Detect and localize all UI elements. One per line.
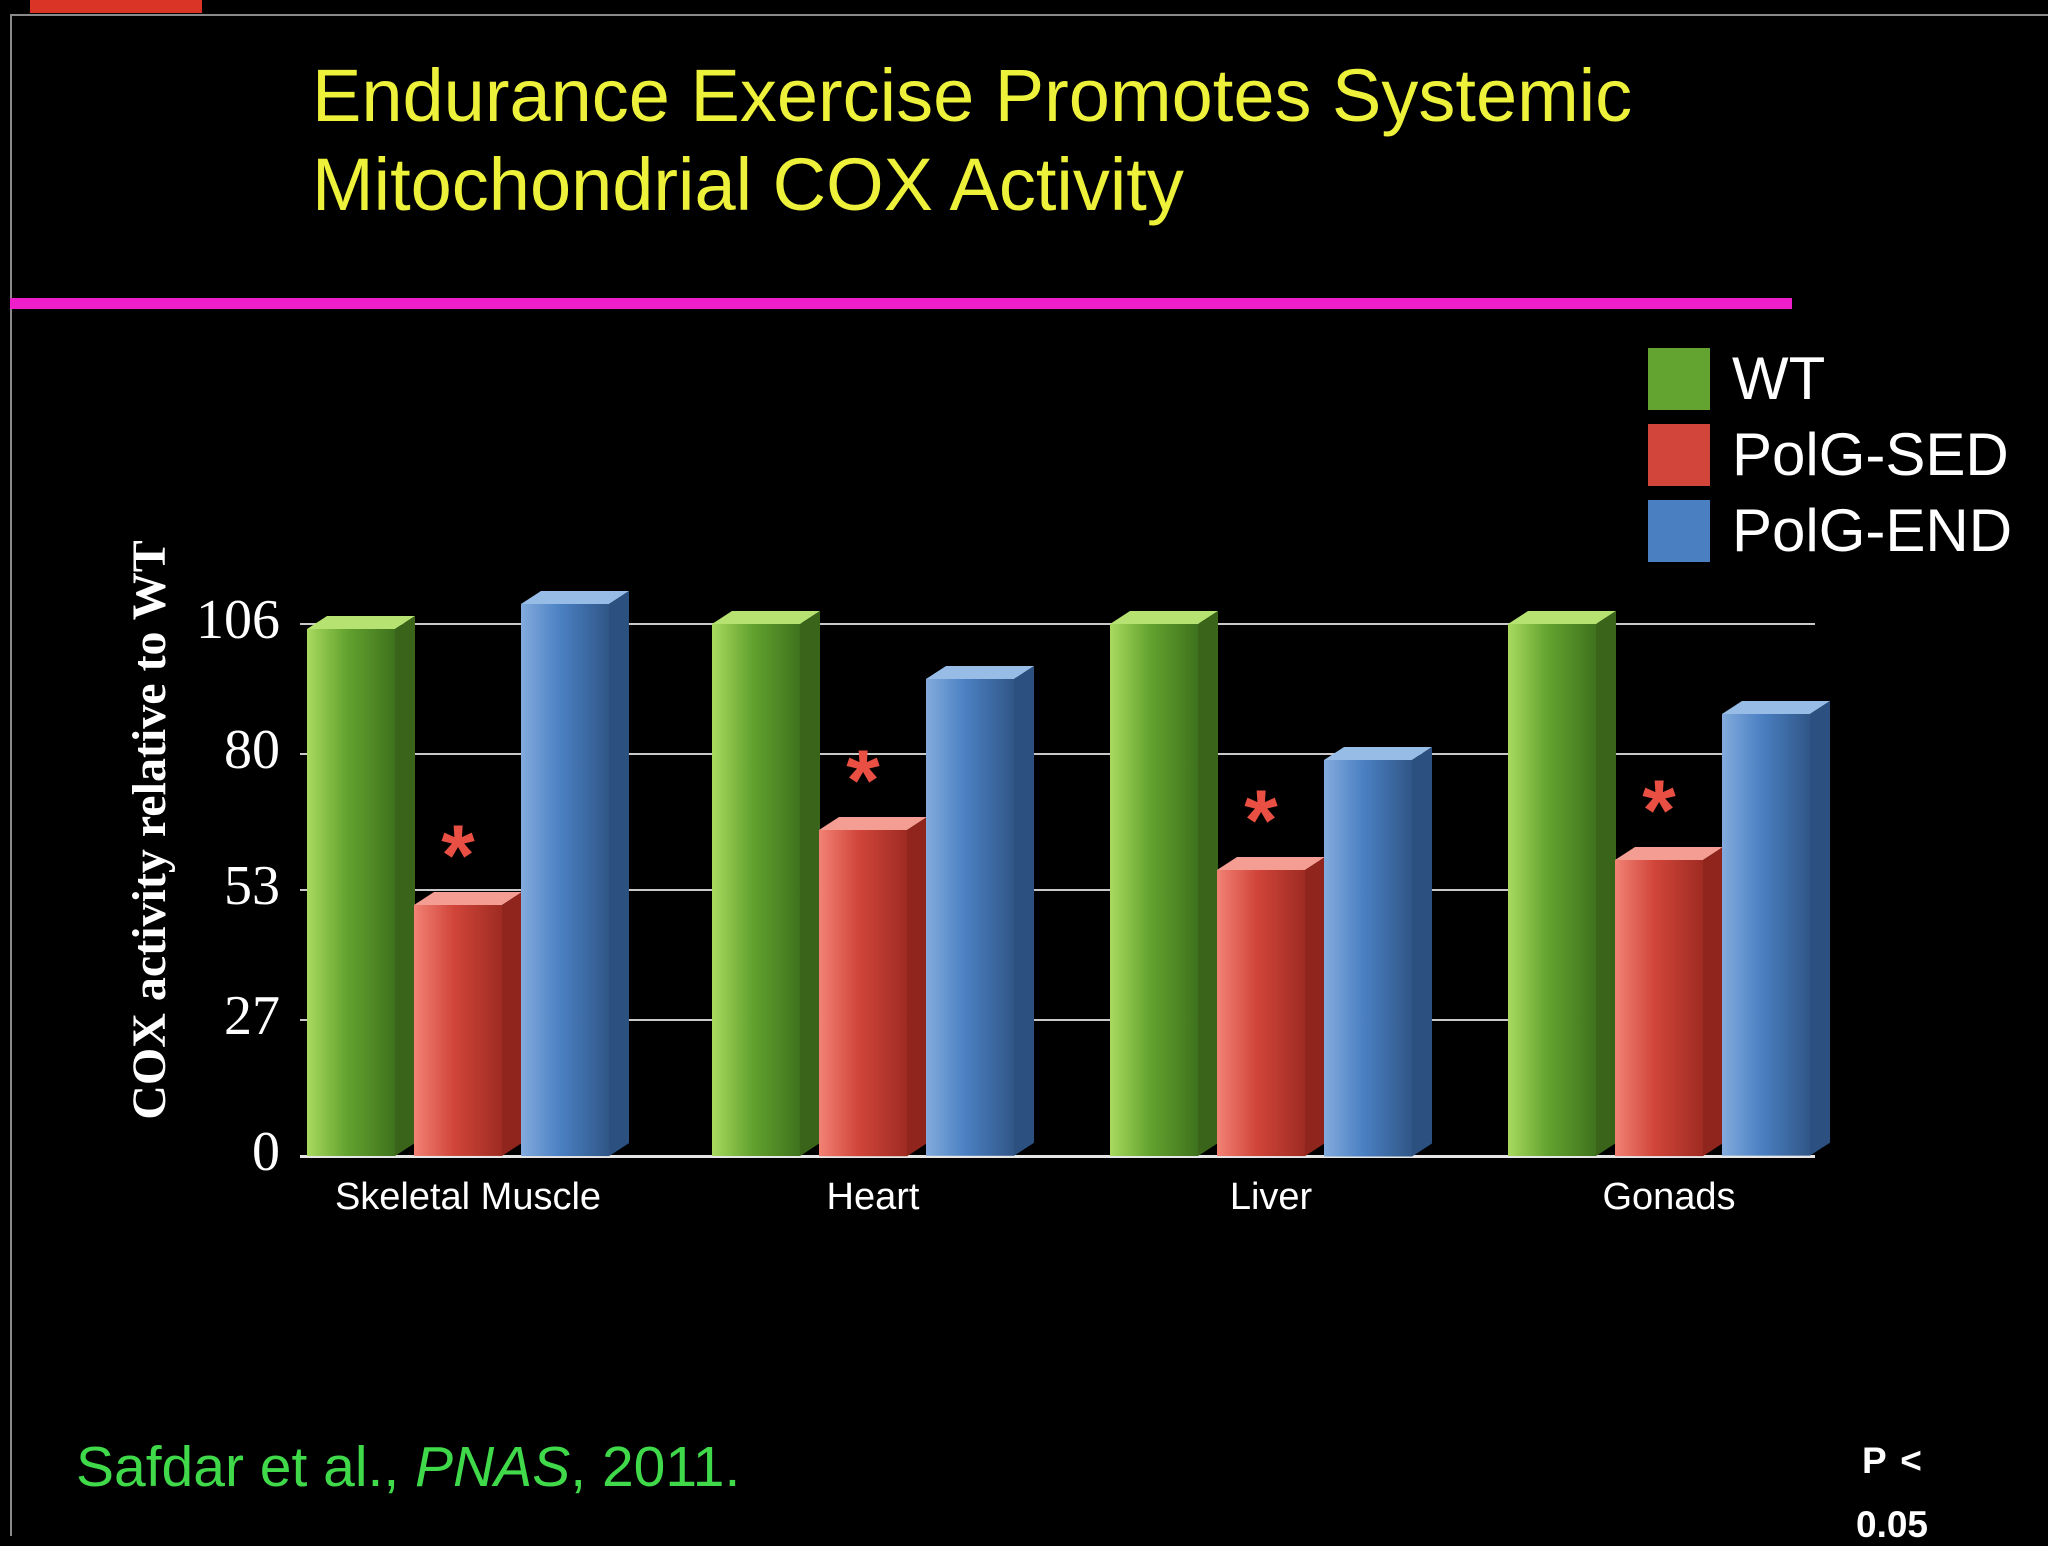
bar-polg-sed-skeletal-muscle	[414, 892, 522, 1156]
category-label: Skeletal Muscle	[334, 1176, 602, 1218]
legend-item-wt: WT	[1648, 348, 2012, 410]
gridline-53	[300, 889, 1815, 891]
slide-frame-left-border	[10, 14, 12, 1536]
bar-wt-skeletal-muscle	[307, 616, 415, 1156]
bar-polg-sed-gonads	[1615, 846, 1723, 1156]
citation-journal: PNAS	[415, 1435, 571, 1499]
legend-swatch	[1648, 348, 1710, 410]
category-label: Gonads	[1602, 1176, 1736, 1218]
legend-label: PolG-END	[1732, 497, 2013, 564]
gridline-0	[300, 1155, 1815, 1158]
legend-label: WT	[1732, 345, 1826, 412]
legend-label: PolG-SED	[1732, 421, 2009, 488]
category-label: Heart	[826, 1176, 920, 1218]
slide-title-line2: Mitochondrial COX Activity	[312, 142, 1184, 226]
citation-year: , 2011.	[570, 1435, 741, 1499]
gridline-27	[300, 1019, 1815, 1022]
citation-authors: Safdar et al.,	[76, 1435, 416, 1499]
bar-polg-end-heart	[926, 666, 1034, 1156]
y-tick-0: 0	[252, 1121, 280, 1183]
y-tick-27: 27	[224, 985, 280, 1048]
citation: Safdar et al., PNAS, 2011.	[76, 1434, 740, 1500]
bar-polg-end-skeletal-muscle	[521, 590, 629, 1156]
slide-title-line1: Endurance Exercise Promotes Systemic	[312, 54, 1633, 137]
legend-item-polg-end: PolG-END	[1648, 500, 2012, 562]
p-value-note-line1: P <	[1862, 1440, 1924, 1481]
significance-asterisk: *	[846, 732, 880, 829]
p-value-note-line2: 0.05	[1856, 1504, 1929, 1545]
y-tick-80: 80	[224, 719, 280, 782]
y-tick-53: 53	[224, 855, 280, 917]
chart-legend: WT PolG-SED PolG-END	[1648, 348, 2012, 576]
gridline-80	[300, 753, 1815, 756]
legend-item-polg-sed: PolG-SED	[1648, 424, 2012, 486]
significance-asterisk: *	[441, 808, 475, 905]
y-axis-label: COX activity relative to WT	[123, 540, 176, 1120]
legend-swatch	[1648, 424, 1710, 486]
slide-frame-top-border	[10, 14, 2048, 16]
red-accent-strip	[30, 0, 202, 13]
bar-polg-sed-liver	[1217, 856, 1325, 1156]
y-tick-106: 106	[196, 589, 280, 651]
significance-asterisk: *	[1642, 762, 1676, 859]
title-divider-line	[10, 298, 1792, 309]
gridline-106	[300, 623, 1815, 625]
slide-title: Endurance Exercise Promotes Systemic Mit…	[312, 52, 1632, 230]
bar-wt-liver	[1110, 611, 1218, 1156]
bar-wt-heart	[712, 611, 820, 1156]
bar-polg-sed-heart	[819, 816, 927, 1156]
bar-polg-end-liver	[1324, 746, 1432, 1156]
significance-asterisk: *	[1244, 772, 1278, 869]
category-label: Liver	[1229, 1176, 1313, 1218]
legend-swatch	[1648, 500, 1710, 562]
bar-wt-gonads	[1508, 611, 1616, 1156]
bar-polg-end-gonads	[1722, 701, 1830, 1156]
